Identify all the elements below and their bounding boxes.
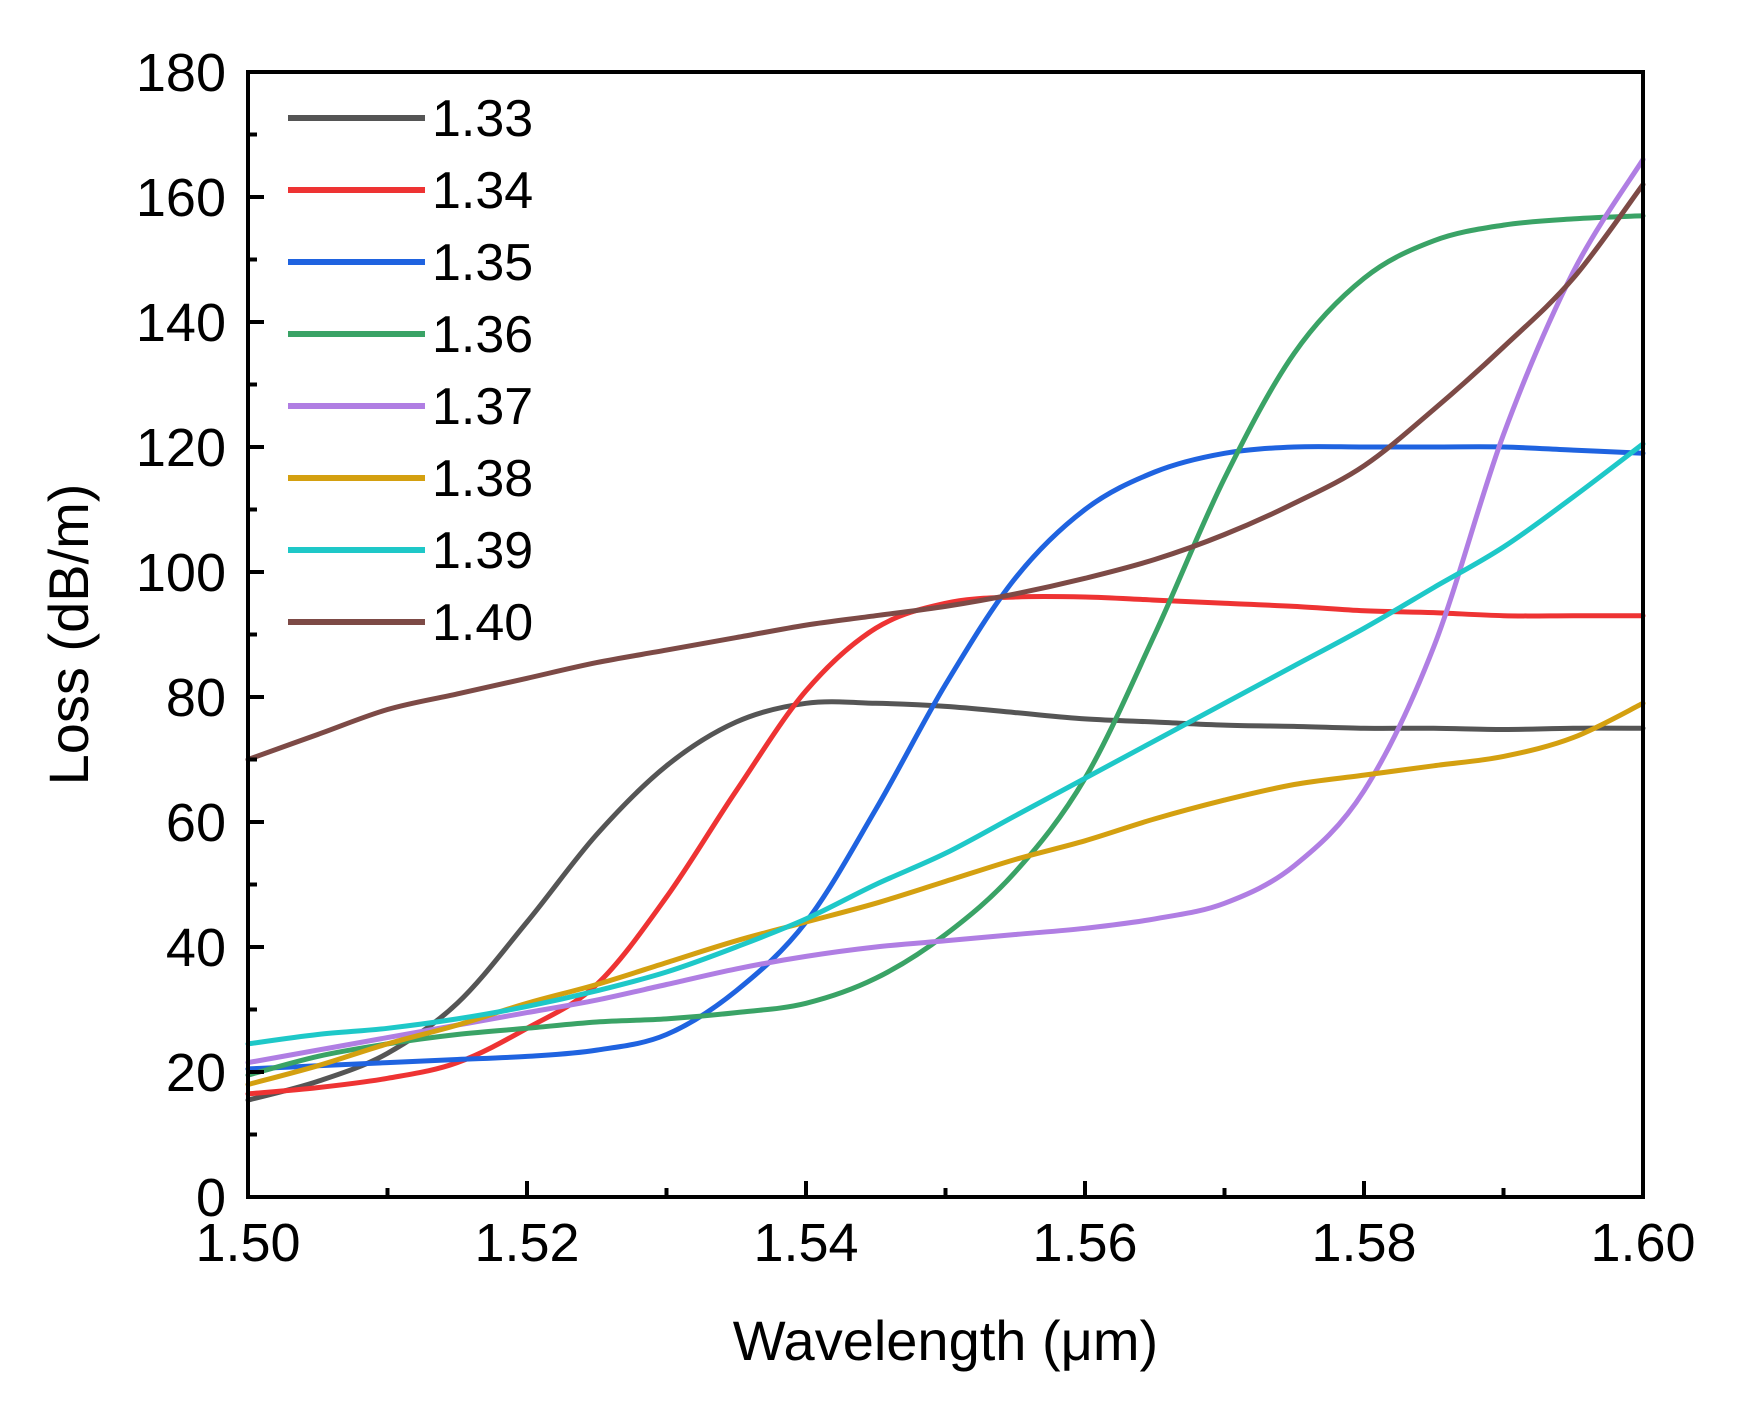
y-tick-label: 140 [136,293,226,353]
x-axis-title: Wavelength (μm) [733,1309,1158,1372]
legend-label: 1.37 [432,378,533,436]
y-tick-label: 80 [166,668,226,728]
legend-label: 1.33 [432,90,533,148]
y-tick-label: 20 [166,1043,226,1103]
series-line-1-37 [245,157,1646,1066]
y-tick-label: 180 [136,43,226,103]
series-line-1-35 [245,444,1646,1072]
y-axis-title: Loss (dB/m) [37,484,100,786]
series-layer [245,157,1646,1103]
y-tick-label: 0 [196,1168,226,1228]
series-line-1-36 [245,213,1646,1078]
series-line-1-39 [245,441,1646,1047]
y-tick-label: 160 [136,168,226,228]
series-line-1-40 [245,182,1646,762]
legend-label: 1.34 [432,162,533,220]
legend-label: 1.40 [432,594,533,652]
legend: 1.33 1.34 1.35 1.36 1.37 1.38 1.39 1.40 [288,90,533,652]
x-tick-label: 1.54 [753,1213,858,1273]
y-tick-label: 120 [136,418,226,478]
y-tick-label: 40 [166,918,226,978]
x-tick-label: 1.60 [1590,1213,1695,1273]
series-line-1-38 [245,700,1646,1087]
x-tick-label: 1.56 [1032,1213,1137,1273]
axis-ticks: 1.50 1.52 1.54 1.56 1.58 1.60 0 20 40 60 80 100 120 1… [136,43,1696,1273]
y-tick-label: 100 [136,543,226,603]
legend-label: 1.35 [432,234,533,292]
x-tick-label: 1.50 [195,1213,300,1273]
legend-label: 1.39 [432,522,533,580]
x-tick-label: 1.52 [474,1213,579,1273]
x-tick-label: 1.58 [1311,1213,1416,1273]
series-line-1-33 [245,699,1646,1103]
legend-label: 1.36 [432,306,533,364]
legend-label: 1.38 [432,450,533,508]
y-tick-label: 60 [166,793,226,853]
